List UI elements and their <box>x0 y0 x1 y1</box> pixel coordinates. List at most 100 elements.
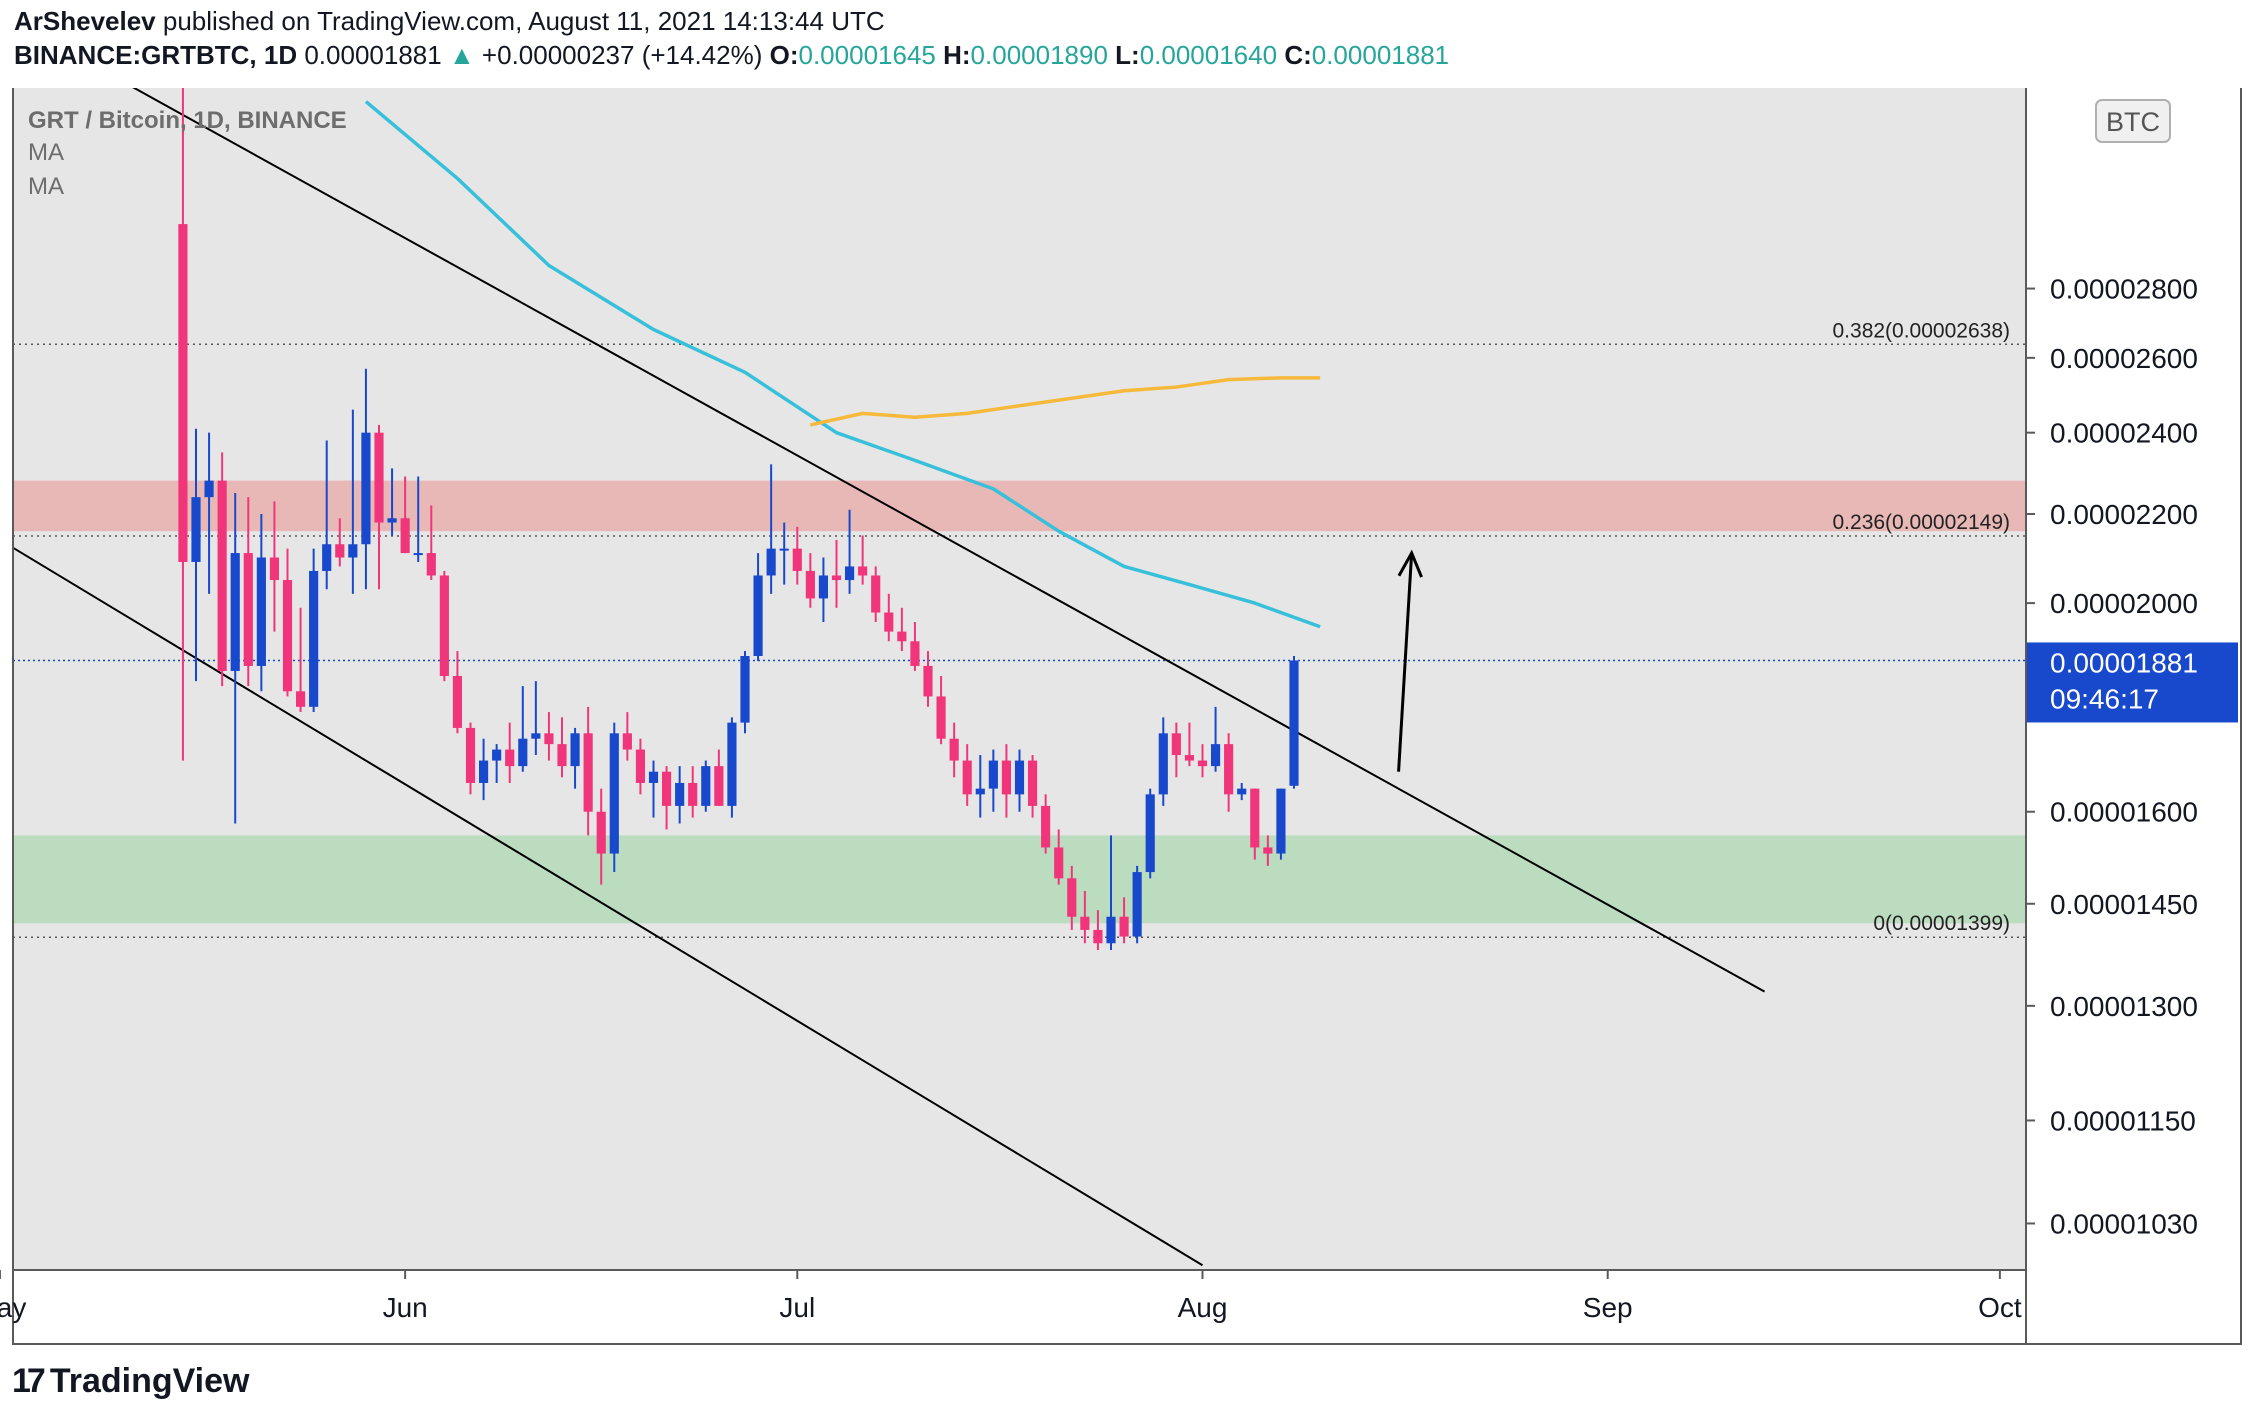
candle-bull <box>701 766 711 806</box>
candle-bull <box>766 548 776 576</box>
candle-bear <box>635 749 646 783</box>
candle-bull <box>518 738 528 767</box>
support-zone <box>13 835 2026 924</box>
candle-bear <box>1184 755 1195 761</box>
time-scale[interactable]: May Jun Jul Aug Sep Oct <box>0 1270 2022 1323</box>
close-label: C: <box>1284 40 1312 70</box>
candle-bear <box>269 557 280 581</box>
candle-bear <box>805 570 815 599</box>
x-tick-label: Aug <box>1178 1292 1228 1323</box>
candle-bull <box>1132 872 1142 937</box>
candle-bull <box>1014 760 1025 795</box>
candle-bull <box>570 733 580 767</box>
candle-bull <box>387 518 397 523</box>
x-tick-label: Sep <box>1583 1292 1633 1323</box>
y-tick-label: 0.00001150 <box>2050 1105 2196 1136</box>
bar-countdown: 09:46:17 <box>2050 683 2159 714</box>
x-tick-label: Jul <box>779 1292 815 1323</box>
tradingview-logo-icon: 17 <box>12 1362 46 1400</box>
chart-bottom-border <box>13 1343 2242 1345</box>
chart-pane[interactable] <box>13 88 2026 1270</box>
x-tick-label: Jun <box>383 1292 428 1323</box>
candle-bear <box>374 432 384 523</box>
candle-bull <box>478 760 489 783</box>
candle-bear <box>962 760 972 795</box>
candle-bear <box>831 575 842 581</box>
candle-bull <box>1210 744 1221 767</box>
y-tick-label: 0.00001030 <box>2050 1208 2198 1239</box>
candle-bear <box>544 733 554 745</box>
candle-bull <box>230 553 240 671</box>
y-tick-label: 0.00001600 <box>2050 797 2198 828</box>
candle-bear <box>465 727 476 783</box>
author-name[interactable]: ArShevelev <box>14 6 156 36</box>
candle-bear <box>688 782 698 806</box>
candle-bear <box>557 744 567 767</box>
price-scale[interactable]: 0.00001030 0.00001150 0.00001300 0.00001450… <box>2026 274 2198 1240</box>
candle-bear <box>897 631 907 642</box>
symbol-ohlc-bar: BINANCE:GRTBTC, 1D 0.00001881 ▲ +0.00000… <box>14 40 1449 71</box>
candle-bull <box>753 575 763 657</box>
candle-bull <box>609 733 619 854</box>
candle-bull <box>1158 733 1168 795</box>
candle-bull <box>1276 788 1286 854</box>
low-value: 0.00001640 <box>1139 40 1278 70</box>
candle-bear <box>792 548 802 571</box>
candle-bear <box>949 738 959 761</box>
candle-bear <box>1250 788 1260 848</box>
candle-bull <box>361 432 371 545</box>
candle-bull <box>413 553 423 556</box>
candle-bear <box>243 553 253 666</box>
fib-level-label: 0.382(0.00002638) <box>1833 319 2011 342</box>
candle-bear <box>1001 760 1012 795</box>
candle-bear <box>282 580 293 692</box>
candle-bear <box>1041 805 1051 848</box>
candle-bull <box>322 544 332 571</box>
x-tick-label: Oct <box>1978 1292 2022 1323</box>
tradingview-footer[interactable]: 17 TradingView <box>12 1362 249 1401</box>
series-legend: GRT / Bitcoin, 1D, BINANCE MA MA <box>28 107 347 200</box>
currency-label: BTC <box>2106 107 2160 137</box>
y-tick-label: 0.00002400 <box>2050 418 2198 449</box>
candle-bull <box>818 575 829 599</box>
low-label: L: <box>1115 40 1140 70</box>
candle-bull <box>531 733 541 739</box>
candle-bear <box>426 553 436 576</box>
candle-bull <box>675 782 685 806</box>
candle-bear <box>1093 929 1103 944</box>
candle-bear <box>622 733 632 750</box>
x-tick-label: May <box>0 1292 26 1323</box>
publish-info: ArShevelev published on TradingView.com,… <box>14 6 885 37</box>
last-price-badge <box>2027 642 2238 723</box>
last-price-value: 0.00001881 <box>2050 647 2198 678</box>
fib-level-label: 0(0.00001399) <box>1873 912 2010 935</box>
candle-bear <box>858 566 868 576</box>
candle-bear <box>1027 760 1038 806</box>
y-tick-label: 0.00001450 <box>2050 889 2198 920</box>
candle-bull <box>1145 794 1155 873</box>
candle-bull <box>844 566 855 581</box>
open-label: O: <box>769 40 799 70</box>
candle-bear <box>1080 916 1090 930</box>
candle-bull <box>309 570 319 707</box>
candle-bear <box>400 518 410 554</box>
candle-bull <box>256 557 266 666</box>
open-value: 0.00001645 <box>798 40 936 70</box>
candle-bull <box>492 749 502 761</box>
candle-bear <box>661 771 672 806</box>
y-tick-label: 0.00002200 <box>2050 499 2198 530</box>
candle-bear <box>1224 744 1234 795</box>
chart-right-border <box>2240 88 2242 1345</box>
y-tick-label: 0.00002600 <box>2050 343 2198 374</box>
candle-bear <box>439 575 449 676</box>
last-price: 0.00001881 <box>304 40 442 70</box>
symbol-name: BINANCE:GRTBTC, 1D <box>14 40 298 70</box>
candle-bull <box>204 480 214 498</box>
publish-note: published on TradingView.com, August 11,… <box>162 6 885 36</box>
candle-bull <box>1106 916 1116 944</box>
candle-bear <box>884 612 894 632</box>
candle-bear <box>335 544 345 558</box>
price-change: +0.00000237 (+14.42%) <box>481 40 763 70</box>
candle-bear <box>1119 916 1129 937</box>
